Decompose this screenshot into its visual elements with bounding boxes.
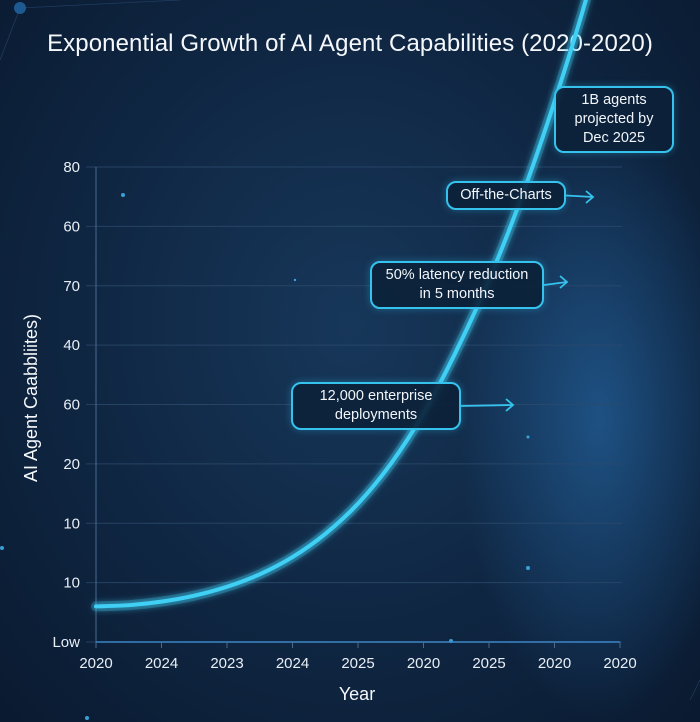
x-tick-label: 2020 — [79, 655, 112, 672]
sparkle-dot — [526, 566, 530, 570]
y-tick-label: 60 — [63, 218, 80, 235]
y-axis-label: AI Agent Caabbliites) — [21, 314, 41, 482]
annotation-box: Off-the-Charts — [446, 181, 566, 210]
chart-title: Exponential Growth of AI Agent Capabilit… — [47, 30, 653, 57]
annotation-text-line: 50% latency reduction — [385, 267, 529, 283]
annotation-arrows — [460, 190, 595, 412]
x-tick-label: 2023 — [210, 655, 243, 672]
annotation-box: 1B agents projected by Dec 2025 — [554, 86, 674, 153]
sparkle-dot — [293, 278, 297, 282]
annotation-box: 50% latency reduction in 5 months — [370, 261, 544, 309]
x-tick-label: 2024 — [276, 655, 309, 672]
network-line — [0, 7, 21, 61]
annotation-arrow-head — [505, 398, 515, 412]
y-tick-label: 10 — [63, 575, 80, 592]
annotation-text-line: Dec 2025 — [582, 130, 646, 146]
x-tick-label: 2025 — [472, 655, 505, 672]
series-line — [94, 0, 588, 609]
annotation-text-line: in 5 months — [419, 286, 495, 302]
network-node — [14, 2, 26, 14]
y-tick-label: 70 — [63, 278, 80, 295]
annotation-arrow-line — [543, 281, 568, 286]
y-tick-label: Low — [52, 634, 80, 651]
annotation-text-line: projected by — [574, 111, 654, 127]
axes — [95, 167, 621, 648]
y-tick-label: 40 — [63, 337, 80, 354]
sparkle-dot — [526, 435, 530, 439]
annotation-arrow-line — [565, 194, 594, 198]
y-tick-label: 60 — [63, 397, 80, 414]
x-tick-label: 2024 — [145, 655, 178, 672]
y-tick-label: 10 — [63, 515, 80, 532]
annotation-text-line: Off-the-Charts — [460, 187, 552, 203]
annotation-text-line: deployments — [334, 407, 418, 423]
x-tick-label: 2020 — [538, 655, 571, 672]
background-glow — [460, 120, 700, 720]
y-tick-label: 20 — [63, 456, 80, 473]
annotation-text-line: 1B agents — [581, 92, 647, 108]
sparkle-dot — [85, 716, 89, 720]
network-line — [689, 679, 700, 701]
network-line — [19, 0, 181, 9]
x-tick-label: 2020 — [407, 655, 440, 672]
annotation-arrow-line — [460, 404, 514, 407]
annotation-text-line: 12,000 enterprise — [319, 388, 433, 404]
sparkle-dot — [0, 546, 4, 550]
annotation-box: 12,000 enterprise deployments — [291, 382, 461, 430]
x-axis-ticks: 2020 2024 2023 2024 2025 2020 2025 2020 2020 — [79, 655, 636, 672]
series-layer — [91, 0, 591, 612]
annotation-arrow-head — [585, 190, 595, 204]
annotation-arrow-head — [559, 275, 569, 289]
sparkle-dot — [121, 193, 125, 197]
x-tick-label: 2020 — [603, 655, 636, 672]
x-tick-label: 2025 — [341, 655, 374, 672]
y-tick-label: 80 — [63, 159, 80, 176]
x-axis-label: Year — [339, 684, 375, 704]
y-axis-ticks: Low 10 10 20 60 40 70 60 80 — [52, 159, 80, 651]
